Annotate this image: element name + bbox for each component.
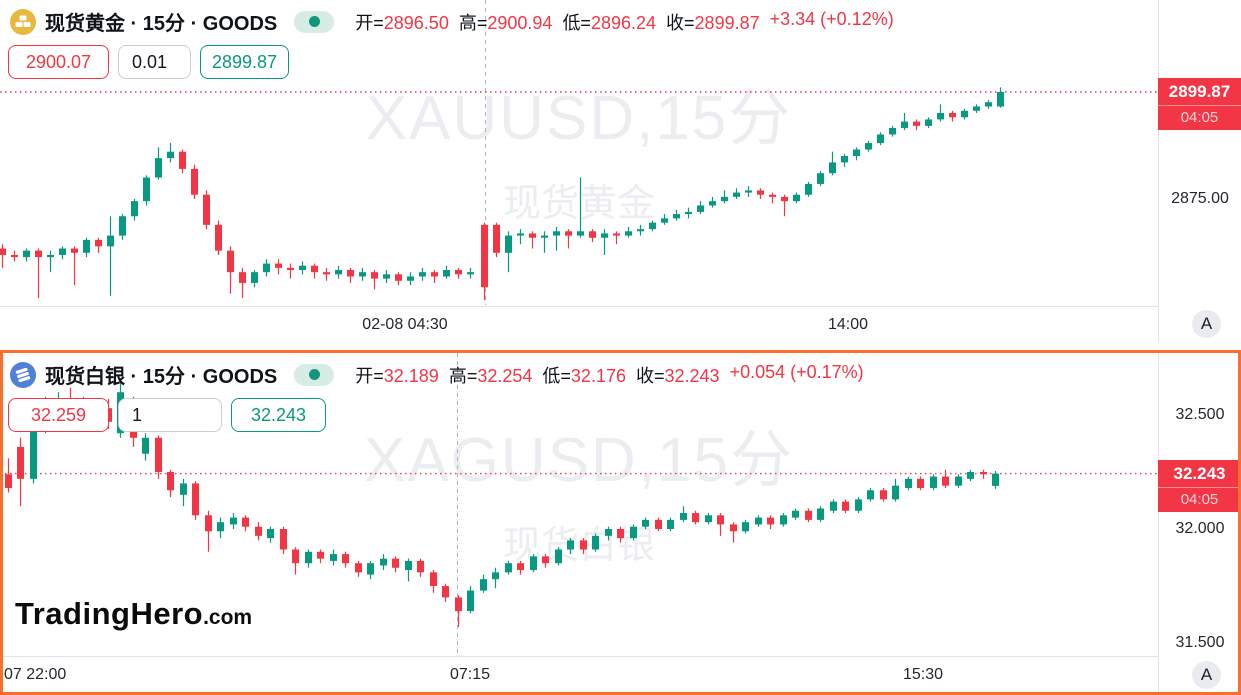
status-pill[interactable] — [294, 363, 335, 386]
ohlc-legend-silver: 开=32.189 高=32.254 低=32.176 收=32.243 +0.0… — [355, 362, 863, 388]
change-value: +3.34 (+0.12%) — [769, 8, 894, 29]
time-axis-label: 07:15 — [449, 666, 491, 683]
sell-price-button[interactable]: 32.259 — [8, 398, 109, 432]
auto-scale-button-gold[interactable]: A — [1192, 310, 1221, 338]
candlestick-chart-silver[interactable] — [0, 353, 1158, 656]
price-axis-label: 32.500 — [1175, 406, 1225, 423]
last-price: 32.243 — [1173, 463, 1226, 483]
last-price-tag-gold: 2899.87 04:05 — [1158, 78, 1241, 130]
high-label: 高= — [448, 365, 478, 386]
last-price-tag-silver: 32.243 04:05 — [1158, 459, 1241, 512]
price-axis-label: 32.000 — [1175, 520, 1225, 537]
price-axis-silver[interactable]: 32.500 32.000 31.500 — [1158, 350, 1241, 692]
open-label: 开= — [355, 12, 384, 33]
ohlc-legend-gold: 开=2896.50 高=2900.94 低=2896.24 收=2899.87 … — [355, 9, 893, 35]
buy-price-button[interactable]: 32.243 — [231, 398, 326, 432]
open-value: 32.189 — [383, 365, 439, 386]
price-axis-label: 31.500 — [1175, 634, 1225, 651]
high-value: 32.254 — [477, 365, 533, 386]
low-value: 32.176 — [570, 365, 626, 386]
time-axis-label: 02-08 04:30 — [362, 316, 448, 333]
high-label: 高= — [458, 12, 488, 33]
buy-price-button[interactable]: 2899.87 — [200, 45, 289, 79]
logo-text: TradingHero — [15, 596, 204, 631]
candlestick-chart-gold[interactable] — [0, 0, 1158, 305]
open-label: 开= — [355, 365, 384, 386]
close-value: 2899.87 — [694, 12, 760, 33]
status-dot-icon — [308, 16, 320, 27]
logo-suffix: .com — [203, 606, 253, 629]
price-axis-gold[interactable]: 2875.00 — [1158, 0, 1241, 343]
status-pill[interactable] — [294, 10, 335, 33]
time-axis-gold[interactable]: 02-08 04:30 14:00 — [0, 306, 1158, 343]
symbol-title-silver[interactable]: 现货白银 · 15分 · GOODS — [45, 366, 278, 388]
status-dot-icon — [308, 369, 320, 380]
close-label: 收= — [666, 12, 695, 33]
high-value: 2900.94 — [487, 12, 553, 33]
time-axis-silver[interactable]: 07 22:00 07:15 15:30 — [0, 656, 1158, 693]
countdown-time: 04:05 — [1158, 486, 1241, 512]
countdown-time: 04:05 — [1158, 105, 1241, 130]
tradinghero-logo: TradingHero.com — [15, 596, 252, 632]
sell-price-button[interactable]: 2900.07 — [8, 45, 109, 79]
last-price: 2899.87 — [1168, 82, 1231, 101]
time-axis-label: 15:30 — [902, 666, 944, 683]
low-value: 2896.24 — [590, 12, 657, 33]
open-value: 2896.50 — [383, 12, 449, 33]
price-axis-label: 2875.00 — [1171, 190, 1229, 207]
quantity-button[interactable]: 1 — [118, 398, 222, 432]
time-axis-label: 07 22:00 — [4, 666, 67, 683]
symbol-title-gold[interactable]: 现货黄金 · 15分 · GOODS — [45, 13, 278, 35]
silver-coins-icon — [10, 361, 36, 388]
low-label: 低= — [542, 365, 571, 386]
gold-bars-icon — [10, 8, 36, 35]
spread-button[interactable]: 0.01 — [118, 45, 191, 79]
low-label: 低= — [562, 12, 591, 33]
change-value: +0.054 (+0.17%) — [729, 361, 864, 382]
panel-gold: XAUUSD,15分 现货黄金 现货黄金 · 15分 · GOODS 开=289… — [0, 0, 1241, 347]
close-label: 收= — [635, 365, 665, 386]
panel-silver: XAGUSD,15分 现货白银 现货白银 · 15分 · GOODS 开=32.… — [0, 350, 1241, 695]
close-value: 32.243 — [664, 365, 720, 386]
time-axis-label: 14:00 — [827, 316, 869, 333]
auto-scale-button-silver[interactable]: A — [1192, 661, 1221, 689]
